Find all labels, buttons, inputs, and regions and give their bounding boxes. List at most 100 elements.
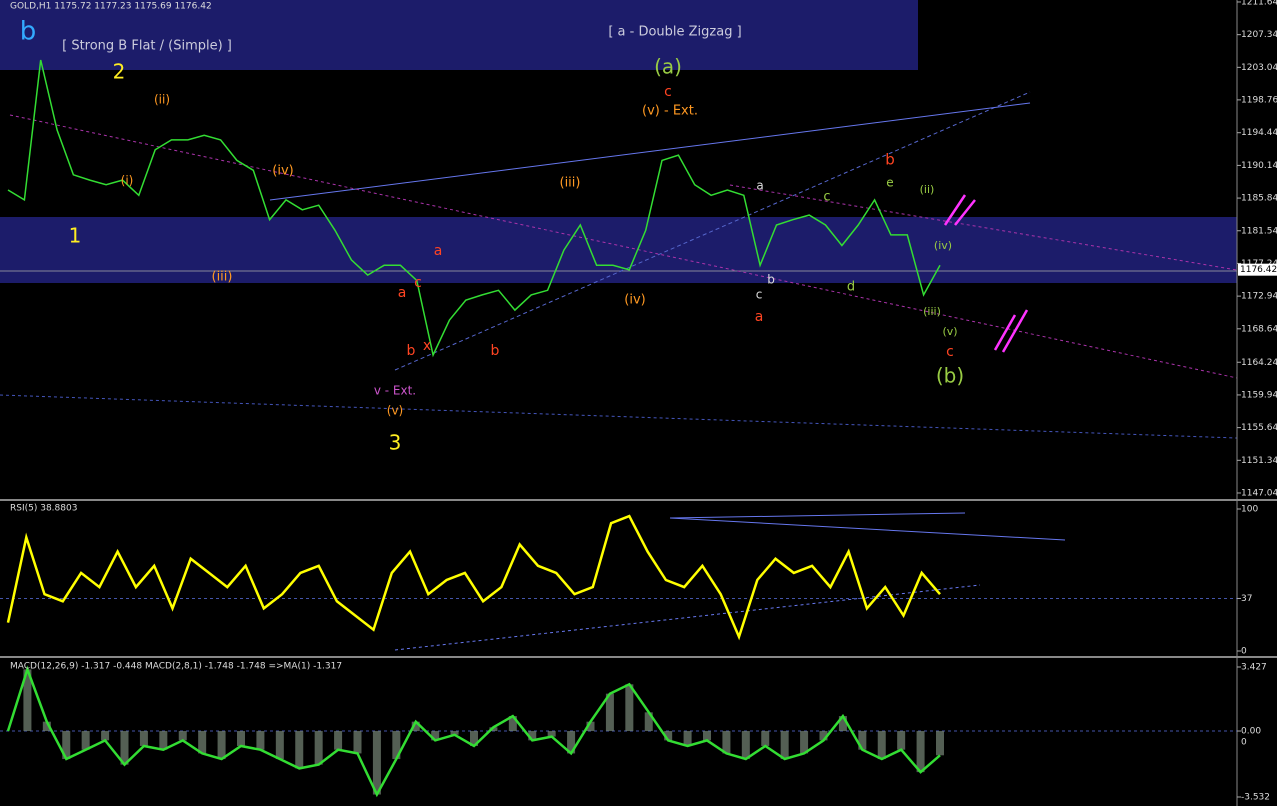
macd-bar (605, 693, 614, 732)
macd-bar (411, 721, 420, 732)
macd-bar (683, 731, 692, 746)
y-tick-label: 1159.94 (1241, 390, 1277, 400)
wave-label: a (755, 309, 764, 325)
wave-label: (iii) (560, 176, 581, 191)
trendline (9, 114, 1238, 379)
wave-label: x (423, 338, 431, 354)
macd-bar (237, 731, 245, 746)
macd-bar (295, 731, 304, 769)
trendline (269, 102, 1031, 201)
wave-label: c (414, 275, 422, 291)
wave-label: (b) (936, 364, 964, 388)
current-price: 1176.42 (1240, 265, 1277, 275)
y-tick-label: 1198.76 (1241, 95, 1277, 105)
panel-label: RSI(5) 38.8803 (10, 504, 77, 514)
wave-label: [ Strong B Flat / (Simple) ] (62, 39, 232, 54)
trendline (0, 394, 1238, 439)
wave-label: b (491, 343, 500, 359)
y-tick-label: -3.532 (1241, 793, 1270, 803)
y-tick-label: 3.427 (1241, 663, 1267, 673)
wave-label: (iv) (624, 293, 645, 308)
rsi-trendline (669, 512, 966, 519)
wave-label: a (398, 285, 407, 301)
macd-bar (314, 731, 323, 765)
trendline (729, 184, 1238, 271)
y-tick-label: 1181.54 (1241, 226, 1277, 236)
macd-bar (198, 731, 207, 754)
macd-bar (800, 731, 809, 754)
wave-label: (v) (387, 404, 403, 418)
macd-bar (101, 731, 110, 741)
wave-label: (v) (942, 325, 957, 338)
macd-bar (741, 731, 750, 760)
macd-bar (877, 731, 886, 760)
wave-label: b (407, 343, 416, 359)
macd-bar (470, 731, 478, 746)
macd-bar (625, 684, 634, 732)
macd-bar (392, 731, 401, 760)
wave-label: 1 (69, 224, 82, 248)
macd-bar (42, 721, 51, 732)
wave-label: (iii) (212, 270, 233, 285)
y-tick-label: 100 (1241, 505, 1258, 515)
macd-bar (819, 731, 828, 741)
wave-label: c (664, 84, 672, 100)
price-box (1238, 263, 1277, 276)
macd-bar (275, 731, 284, 760)
arrows (943, 194, 1029, 353)
wave-label: b (767, 273, 775, 287)
wave-label: d (847, 280, 855, 295)
y-tick-label: 0.00 (1241, 727, 1261, 737)
macd-bar (567, 731, 576, 754)
macd-bar (858, 731, 867, 750)
wave-label: e (886, 176, 893, 190)
rsi-trendline (394, 584, 981, 651)
y-tick-label: 37 (1241, 594, 1252, 604)
extra-tick: 0 (1241, 738, 1247, 748)
macd-bar (528, 731, 537, 741)
macd-bar (489, 727, 498, 732)
macd-bar (936, 731, 944, 756)
y-tick-label: 1203.04 (1241, 63, 1277, 73)
y-tick-label: 1194.44 (1241, 128, 1277, 138)
wave-label: (ii) (154, 93, 170, 107)
wave-label: (iii) (923, 305, 941, 318)
y-tick-label: 1207.34 (1241, 30, 1277, 40)
zone-band (0, 217, 1237, 283)
macd-bar (450, 731, 459, 735)
y-tick-label: 1147.04 (1241, 488, 1277, 498)
series-line (6, 665, 941, 798)
macd-bar (586, 721, 595, 732)
macd-bar (780, 731, 789, 760)
macd-bar (644, 712, 653, 732)
wave-label: 3 (389, 431, 402, 455)
macd-bar (508, 716, 517, 732)
macd-bar (120, 731, 129, 765)
trendline (394, 91, 1031, 371)
wave-label: (ii) (920, 183, 935, 196)
macd-bar (256, 731, 265, 750)
y-tick-label: 1172.94 (1241, 292, 1277, 302)
wave-label: 2 (113, 60, 126, 84)
macd-bar (897, 731, 906, 750)
series-line (6, 514, 941, 641)
y-tick-label: 1190.14 (1241, 161, 1277, 171)
macd-bar (217, 731, 226, 760)
macd-bar (62, 731, 71, 760)
y-tick-label: 1151.34 (1241, 456, 1277, 466)
macd-bar (372, 731, 381, 795)
wave-label: a (434, 243, 443, 259)
macd-bar (159, 731, 168, 750)
wave-label: [ a - Double Zigzag ] (608, 25, 741, 40)
macd-bar (761, 731, 770, 746)
macd-bar (353, 731, 362, 754)
header: GOLD,H1 1175.72 1177.23 1175.69 1176.42 (10, 2, 212, 12)
macd-bar (23, 669, 32, 732)
wave-label: c (756, 288, 763, 302)
y-tick-label: 1164.24 (1241, 358, 1277, 368)
wave-label: c (946, 344, 954, 360)
wave-label: (iv) (272, 164, 293, 179)
zone-top (0, 0, 918, 70)
wave-label: (i) (121, 174, 134, 188)
